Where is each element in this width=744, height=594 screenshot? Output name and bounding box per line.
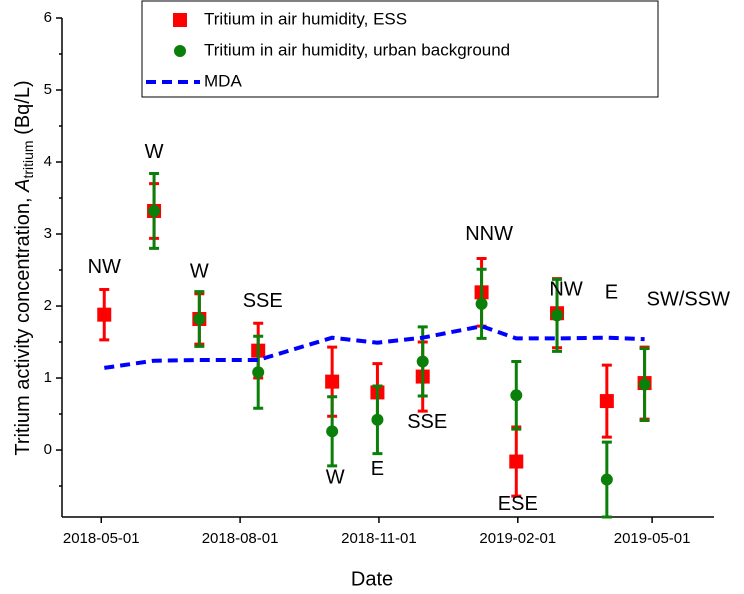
marker [416,355,429,368]
legend-label: Tritium in air humidity, urban backgroun… [204,40,510,59]
marker [551,309,564,322]
marker [638,378,651,391]
annotation: W [145,141,164,163]
annotation: E [371,458,384,480]
annotation: W [326,466,345,488]
legend-label: Tritium in air humidity, ESS [204,9,407,28]
y-label-unit: (Bq/L) [12,80,34,140]
marker [371,413,384,426]
y-tick-label: 4 [44,153,52,170]
y-tick-label: 6 [44,9,52,26]
annotation: E [605,281,618,303]
marker [599,394,614,409]
x-axis-label: Date [351,568,393,590]
annotation: ESE [498,493,538,515]
legend-swatch [174,45,186,57]
marker [148,204,161,217]
marker [600,473,613,486]
legend-box [141,0,659,98]
annotation: SSE [243,290,283,312]
annotation: NW [549,278,582,300]
x-tick-label: 2019-02-01 [479,530,556,547]
x-tick-label: 2018-05-01 [63,530,140,547]
x-tick-label: 2018-08-01 [202,530,279,547]
marker [252,366,265,379]
y-tick-label: 3 [44,225,52,242]
y-tick-label: 0 [44,441,52,458]
y-tick-label: 1 [44,369,52,386]
legend-label: MDA [204,71,242,90]
y-label-symbol: A [12,179,34,193]
marker [193,312,206,325]
marker [97,307,112,322]
marker [326,425,339,438]
mda-line [104,324,645,370]
x-tick-label: 2018-11-01 [341,530,417,547]
x-tick-label: 2019-05-01 [614,530,691,547]
annotation: W [190,260,209,282]
annotation: SSE [407,411,447,433]
marker [510,389,523,402]
y-tick-label: 5 [44,81,52,98]
y-label-subscript: tritium [20,140,36,178]
marker [509,454,524,469]
marker [325,374,340,389]
legend-swatch [173,13,187,27]
annotation: NNW [465,223,513,245]
annotation: NW [88,256,121,278]
y-label-text: Tritium activity concentration, [12,192,34,456]
marker [475,297,488,310]
y-tick-label: 2 [44,297,52,314]
annotation: SW/SSW [647,289,730,311]
y-axis-label: Tritium activity concentration, Atritium… [12,80,35,455]
